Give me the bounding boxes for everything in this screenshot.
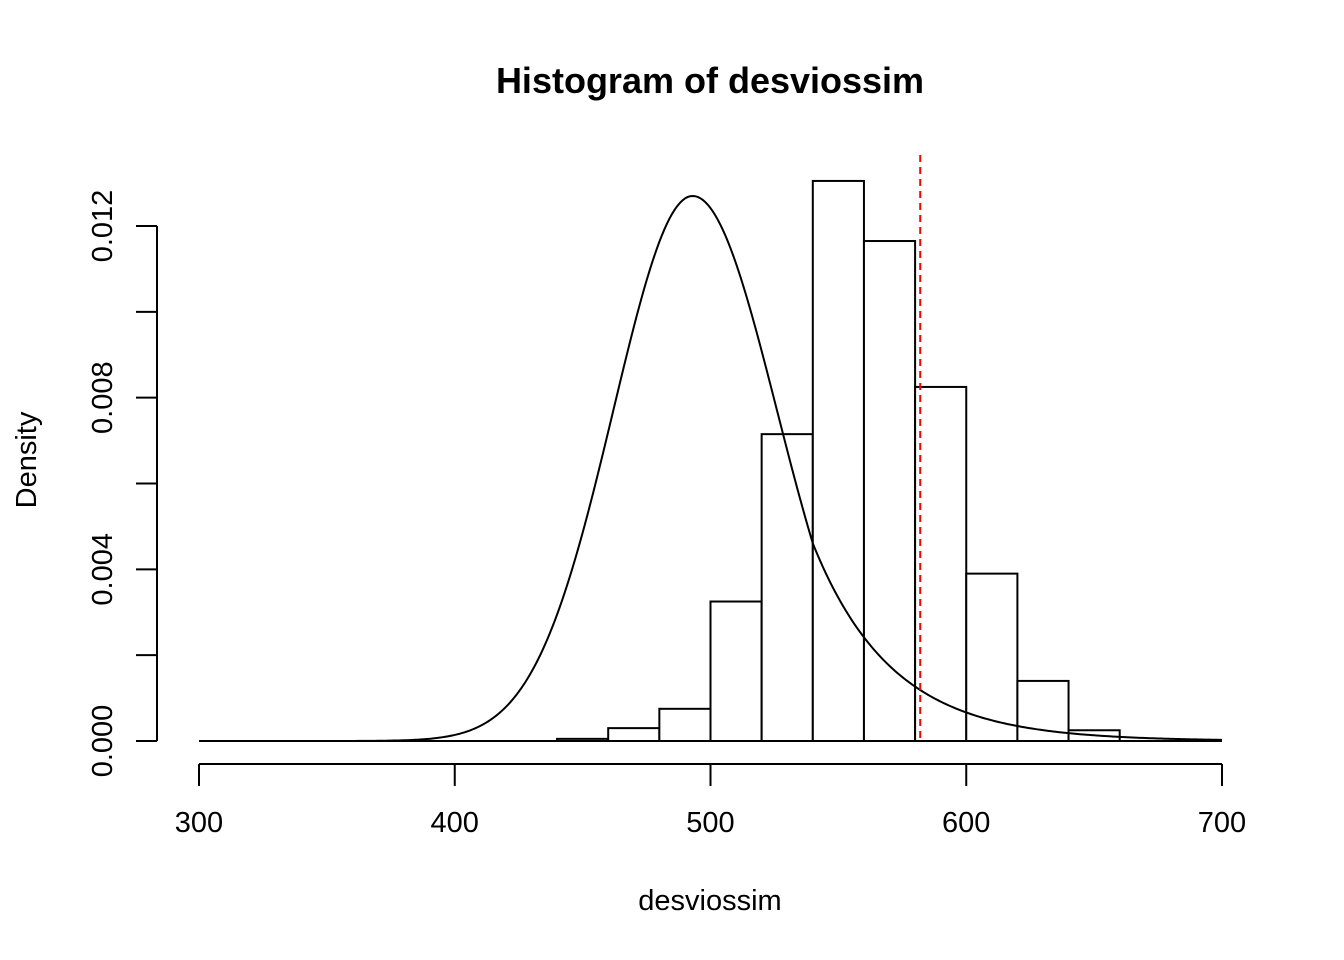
histogram-bar-4 [760, 433, 814, 742]
x-tick-label-3: 600 [942, 807, 990, 839]
y-tick-label-1: 0.004 [87, 533, 119, 606]
density-curve-layer [199, 194, 1223, 742]
x-tick-label-0: 300 [175, 807, 223, 839]
x-axis: 300 400 500 600 700 [175, 763, 1246, 839]
histogram-bar-2 [658, 707, 712, 742]
chart-title: Histogram of desviossim [496, 60, 924, 101]
histogram-bar-3 [709, 600, 763, 742]
histogram-bar-1 [607, 727, 661, 742]
y-axis-label: Density [11, 411, 43, 508]
y-tick-label-3: 0.012 [87, 190, 119, 263]
histogram-bar-5 [811, 179, 865, 742]
x-tick-label-4: 700 [1198, 807, 1246, 839]
x-tick-label-1: 400 [431, 807, 479, 839]
y-axis: 0.000 0.004 0.008 0.012 [87, 190, 158, 778]
histogram-bars [556, 179, 1121, 743]
x-axis-label: desviossim [638, 885, 781, 917]
x-tick-label-2: 500 [686, 807, 734, 839]
histogram-bar-7 [914, 385, 968, 742]
y-tick-label-0: 0.000 [87, 705, 119, 778]
y-tick-label-2: 0.008 [87, 361, 119, 434]
